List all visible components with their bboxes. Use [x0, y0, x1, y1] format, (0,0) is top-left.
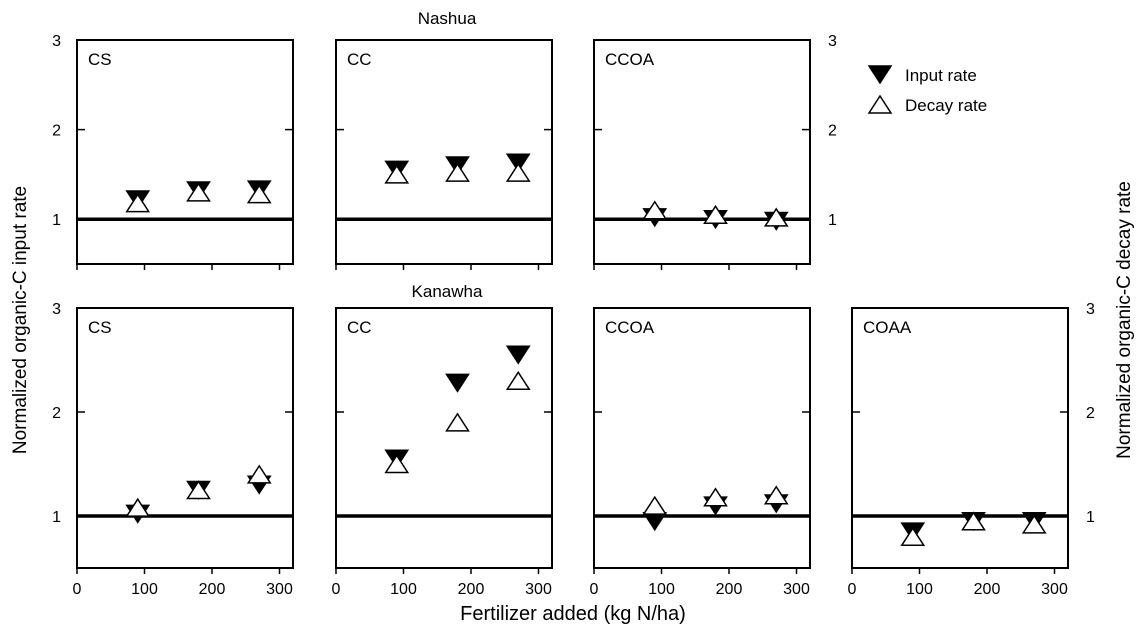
panel-label: COAA	[863, 318, 912, 337]
y-tick-label-left: 2	[52, 123, 61, 140]
panel-label: CS	[88, 318, 112, 337]
x-tick-label: 0	[590, 581, 599, 598]
input-rate-point	[505, 345, 531, 365]
x-tick-label: 200	[458, 581, 485, 598]
decay-rate-point	[125, 497, 151, 517]
x-tick-label: 200	[974, 581, 1001, 598]
panel-label: CCOA	[605, 318, 655, 337]
y-tick-label-left: 1	[52, 509, 61, 526]
y-tick-label-left: 2	[52, 405, 61, 422]
decay-rate-point	[505, 162, 531, 182]
x-tick-label: 0	[848, 581, 857, 598]
y-tick-label-left: 1	[52, 212, 61, 229]
x-tick-label: 0	[332, 581, 341, 598]
y-tick-label-right: 3	[1086, 301, 1095, 318]
panel-nashua-cc: CC	[335, 39, 553, 270]
decay-rate-point	[642, 495, 668, 515]
decay-rate-point	[384, 454, 410, 474]
decay-rate-point	[125, 193, 151, 213]
kanawha-title: Kanawha	[412, 282, 483, 301]
x-tick-label: 100	[131, 581, 158, 598]
panel-label: CC	[347, 50, 372, 69]
legend-decay-rate-marker	[867, 94, 893, 114]
right-y-axis-label: Normalized organic-C decay rate	[1114, 181, 1135, 459]
x-tick-label: 300	[783, 581, 810, 598]
x-tick-label: 100	[906, 581, 933, 598]
y-tick-label-right: 1	[828, 212, 837, 229]
y-tick-label-right: 1	[1086, 509, 1095, 526]
panel-frame	[76, 307, 294, 569]
x-tick-label: 200	[716, 581, 743, 598]
x-tick-label: 300	[525, 581, 552, 598]
input-rate-point	[445, 373, 470, 393]
legend-input-rate-marker	[867, 65, 893, 85]
x-tick-label: 0	[73, 581, 82, 598]
decay-rate-point	[445, 162, 470, 182]
legend-decay-rate-label: Decay rate	[905, 96, 987, 115]
decay-rate-point	[703, 487, 728, 507]
panel-kanawha-cc: CC 0 100 200 300	[332, 307, 553, 598]
panel-frame	[593, 307, 811, 569]
decay-rate-point	[961, 511, 986, 531]
decay-rate-point	[246, 464, 272, 484]
y-tick-label-right: 2	[828, 123, 837, 140]
panel-frame	[593, 39, 811, 265]
decay-rate-point	[384, 164, 410, 184]
legend: Input rate Decay rate	[867, 65, 987, 115]
panel-frame	[335, 307, 553, 569]
x-tick-label: 300	[266, 581, 293, 598]
panel-label: CS	[88, 50, 112, 69]
panel-frame	[76, 39, 294, 265]
decay-rate-point	[246, 184, 272, 204]
y-tick-label-right: 3	[828, 33, 837, 50]
panel-nashua-cs: CS 1 2 3	[52, 33, 294, 270]
panel-frame	[335, 39, 553, 265]
panel-nashua-ccoa: CCOA 1 2 3	[593, 33, 837, 270]
decay-rate-point	[900, 526, 926, 547]
decay-rate-point	[505, 370, 531, 391]
panel-label: CC	[347, 318, 372, 337]
y-tick-label-left: 3	[52, 301, 61, 318]
input-rate-point	[642, 511, 668, 532]
panel-kanawha-ccoa: CCOA 0 100 200 300	[590, 307, 811, 598]
x-tick-label: 300	[1041, 581, 1068, 598]
x-tick-label: 100	[390, 581, 417, 598]
y-tick-label-left: 3	[52, 33, 61, 50]
decay-rate-point	[1021, 514, 1047, 534]
x-tick-label: 200	[199, 581, 226, 598]
panel-label: CCOA	[605, 50, 655, 69]
decay-rate-point	[703, 204, 728, 224]
decay-rate-point	[763, 485, 789, 505]
decay-rate-point	[763, 207, 789, 227]
decay-rate-point	[186, 182, 211, 202]
y-tick-label-right: 2	[1086, 405, 1095, 422]
nashua-title: Nashua	[418, 9, 477, 28]
x-axis-label: Fertilizer added (kg N/ha)	[460, 603, 686, 625]
decay-rate-point	[445, 412, 470, 432]
x-tick-label: 100	[648, 581, 675, 598]
panel-frame	[851, 307, 1069, 569]
decay-rate-point	[186, 480, 211, 500]
panel-kanawha-coaa: COAA 1 2 3 0 100 200 300	[848, 301, 1095, 598]
legend-input-rate-label: Input rate	[905, 66, 977, 85]
left-y-axis-label: Normalized organic-C input rate	[10, 186, 31, 454]
decay-rate-point	[642, 200, 668, 220]
panel-kanawha-cs: CS 1 2 3 0 100 200 300	[52, 301, 294, 598]
